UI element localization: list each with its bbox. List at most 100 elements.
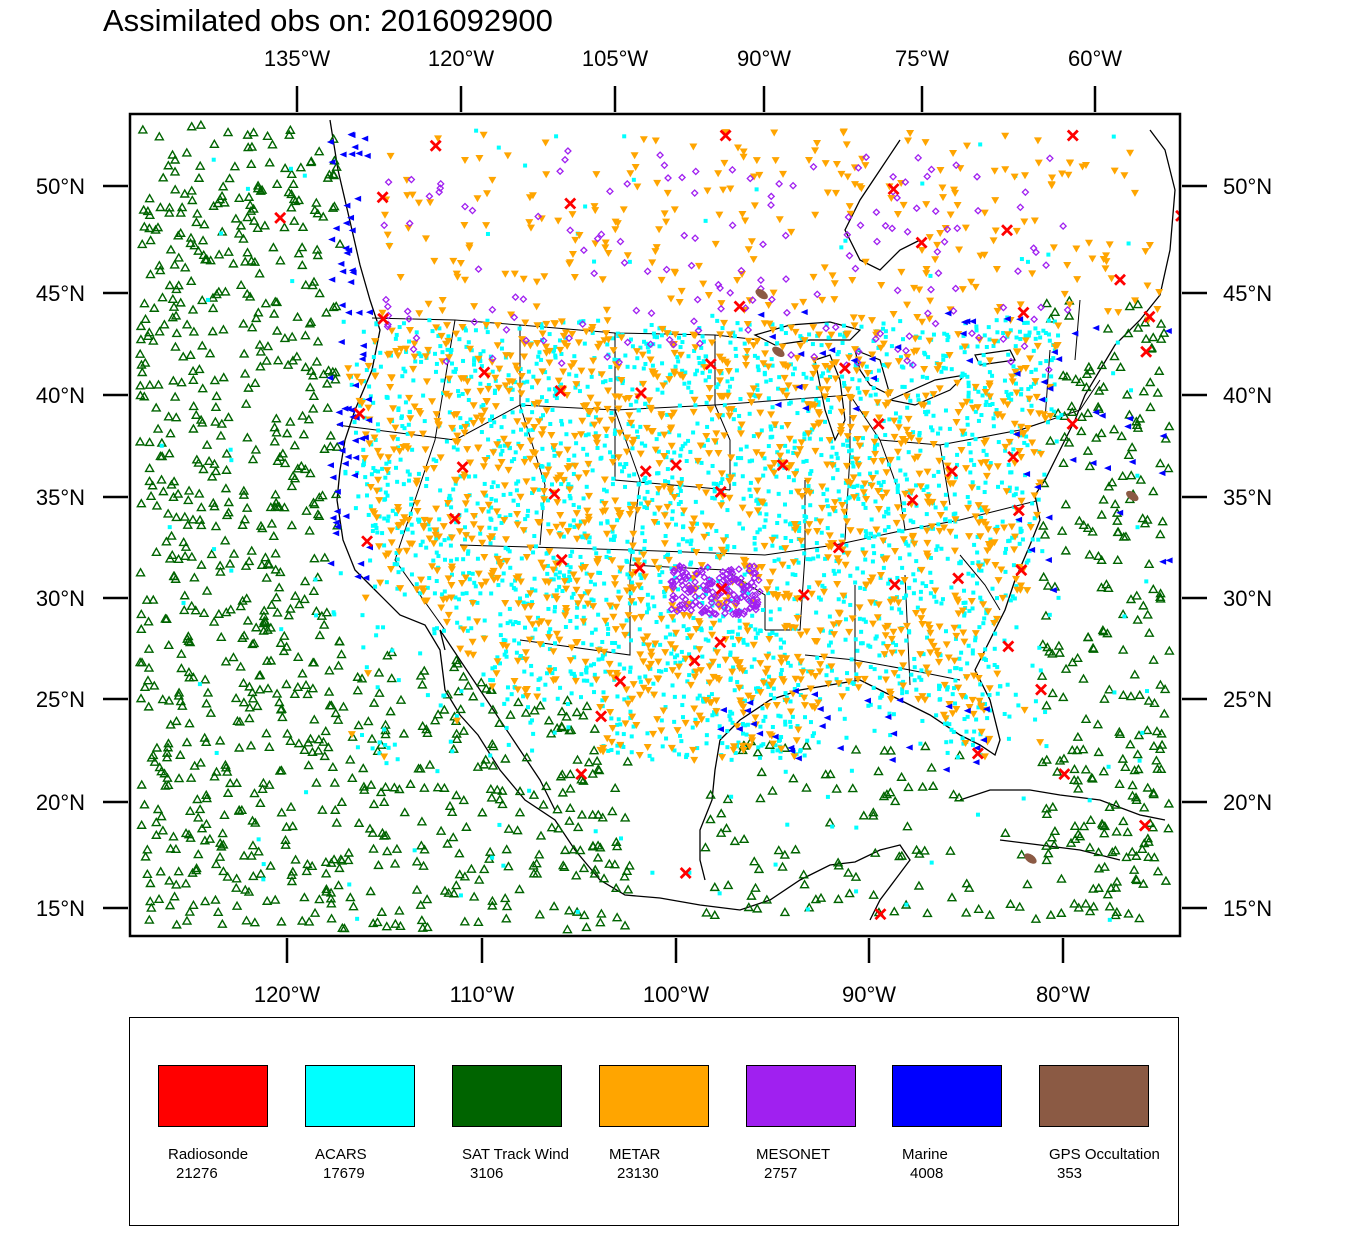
metar-marker: [420, 516, 429, 524]
sat-wind-marker: [308, 403, 319, 413]
acars-marker: [525, 379, 530, 384]
acars-marker: [820, 628, 825, 633]
sat-wind-marker: [299, 892, 310, 902]
metar-marker: [929, 441, 938, 449]
metar-marker: [353, 373, 362, 381]
acars-marker: [608, 365, 613, 370]
acars-marker: [540, 642, 545, 647]
sat-wind-marker: [1084, 906, 1096, 916]
sat-wind-marker: [1080, 898, 1092, 908]
acars-marker: [936, 483, 941, 488]
sat-wind-marker: [286, 188, 297, 199]
acars-marker: [830, 649, 835, 654]
acars-marker: [503, 546, 508, 551]
metar-marker: [779, 361, 788, 369]
metar-marker: [824, 554, 833, 562]
metar-marker: [579, 403, 588, 411]
sat-wind-marker: [255, 520, 267, 530]
sat-wind-marker: [266, 599, 277, 609]
sat-wind-marker: [598, 873, 610, 883]
sat-wind-marker: [290, 195, 301, 206]
acars-marker: [672, 632, 677, 637]
acars-marker: [790, 372, 795, 377]
acars-marker: [505, 685, 510, 690]
acars-marker: [919, 525, 924, 530]
sat-wind-marker: [269, 436, 280, 446]
metar-marker: [770, 469, 779, 477]
sat-wind-marker: [439, 782, 450, 792]
metar-marker: [876, 571, 885, 579]
acars-marker: [912, 665, 917, 670]
acars-marker: [966, 643, 971, 648]
sat-wind-marker: [140, 357, 151, 367]
acars-marker: [507, 445, 512, 450]
metar-marker: [985, 393, 994, 401]
acars-marker: [732, 408, 737, 413]
metar-marker: [734, 661, 743, 669]
acars-marker: [1004, 389, 1009, 394]
acars-marker: [571, 591, 576, 596]
metar-marker: [460, 429, 469, 437]
metar-marker: [944, 474, 953, 482]
sat-wind-marker: [359, 784, 370, 794]
metar-marker: [848, 615, 857, 623]
acars-marker: [485, 330, 490, 335]
metar-marker: [676, 351, 685, 359]
metar-marker: [899, 662, 908, 670]
metar-marker: [494, 384, 503, 392]
sat-wind-marker: [1082, 408, 1094, 418]
acars-marker: [970, 606, 975, 611]
acars-marker: [437, 517, 442, 522]
acars-marker: [672, 450, 677, 455]
sat-wind-marker: [145, 878, 156, 888]
sat-wind-marker: [297, 668, 308, 678]
acars-marker: [977, 568, 982, 573]
acars-marker: [418, 591, 423, 596]
acars-marker: [920, 718, 925, 723]
sat-wind-marker: [1107, 847, 1118, 857]
sat-wind-marker: [193, 245, 204, 255]
acars-marker: [772, 558, 777, 563]
acars-marker: [688, 577, 693, 582]
metar-marker: [1003, 401, 1012, 409]
metar-marker: [790, 753, 799, 761]
acars-marker: [814, 397, 819, 402]
sat-wind-marker: [448, 888, 460, 898]
sat-wind-marker: [878, 791, 890, 801]
metar-marker: [529, 487, 538, 495]
sat-wind-marker: [216, 418, 228, 428]
acars-marker: [973, 437, 978, 442]
acars-marker: [979, 568, 984, 573]
acars-marker: [1059, 412, 1064, 417]
acars-marker: [755, 364, 760, 369]
acars-marker: [888, 596, 893, 601]
metar-marker: [383, 467, 392, 475]
acars-marker: [847, 484, 852, 489]
acars-marker: [834, 677, 839, 682]
acars-marker: [816, 595, 821, 600]
metar-marker: [868, 317, 877, 325]
acars-marker: [667, 430, 672, 435]
acars-marker: [638, 345, 643, 350]
sat-wind-marker: [151, 546, 162, 557]
acars-marker: [733, 346, 738, 351]
sat-wind-marker: [1078, 821, 1090, 831]
acars-marker: [657, 326, 662, 331]
acars-marker: [554, 389, 559, 394]
sat-wind-marker: [144, 379, 156, 389]
sat-wind-marker: [163, 160, 174, 170]
sat-wind-marker: [151, 829, 162, 839]
acars-marker: [1027, 330, 1032, 335]
sat-wind-marker: [220, 759, 231, 769]
acars-marker: [731, 417, 736, 422]
acars-marker: [988, 403, 993, 408]
metar-marker: [781, 545, 790, 553]
metar-marker: [952, 632, 961, 640]
metar-marker: [642, 424, 651, 432]
sat-wind-marker: [1056, 907, 1067, 917]
metar-marker: [925, 624, 934, 632]
sat-wind-marker: [254, 339, 266, 349]
sat-wind-marker: [255, 361, 266, 371]
metar-marker: [778, 387, 787, 395]
acars-marker: [436, 333, 441, 338]
